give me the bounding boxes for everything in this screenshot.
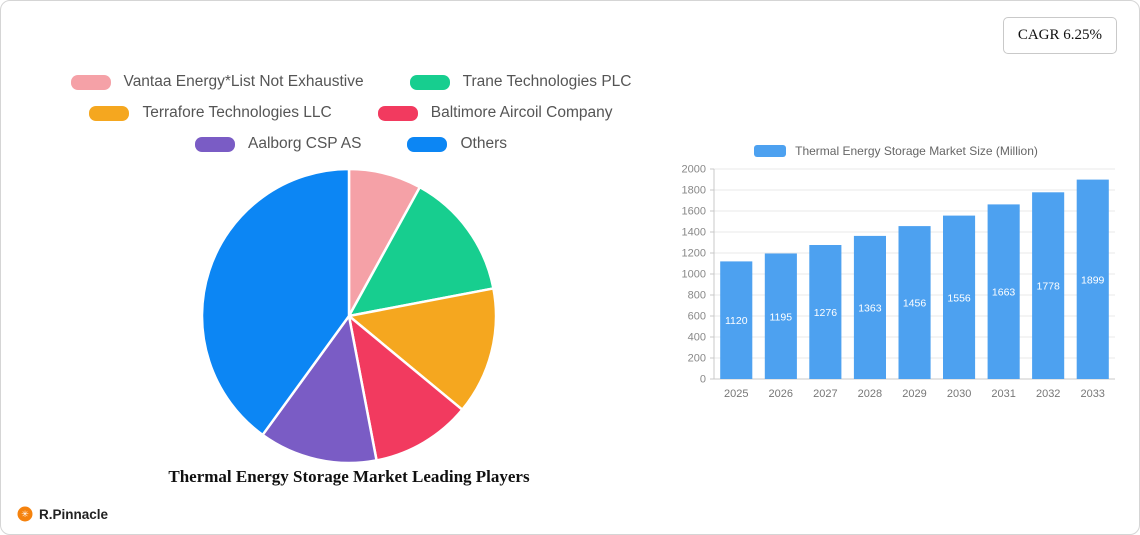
legend-item-4[interactable]: Baltimore Aircoil Company	[377, 104, 613, 122]
cagr-badge: CAGR 6.25%	[1002, 17, 1117, 54]
legend-swatch	[407, 136, 448, 152]
svg-text:1200: 1200	[682, 248, 706, 260]
bar-value-label: 1276	[814, 307, 838, 319]
svg-text:600: 600	[688, 311, 706, 323]
bar-value-label: 1195	[770, 311, 793, 323]
legend-row: Aalborg CSP AS Others	[195, 135, 507, 153]
bar-2032[interactable]	[1032, 192, 1065, 379]
svg-text:800: 800	[688, 290, 706, 302]
x-axis-label: 2029	[902, 388, 926, 400]
x-axis-label: 2031	[991, 388, 1015, 400]
x-axis-label: 2025	[724, 388, 748, 400]
legend-label: Aalborg CSP AS	[248, 135, 362, 152]
bar-2026[interactable]	[764, 253, 797, 380]
bar-2029[interactable]	[898, 226, 931, 379]
legend-label: Terrafore Technologies LLC	[142, 104, 332, 121]
legend-label: Others	[460, 135, 507, 152]
svg-text:0: 0	[700, 374, 706, 386]
legend-item-5[interactable]: Aalborg CSP AS	[195, 135, 361, 153]
svg-text:1000: 1000	[682, 269, 706, 281]
bar-value-label: 1456	[903, 298, 927, 310]
y-axis-labels: 0 200 400 600 800 1000 1200 1400 1600 1800 2000	[682, 165, 706, 386]
bar-value-label: 1663	[992, 287, 1016, 299]
bar-2033[interactable]	[1076, 179, 1109, 379]
pie-chart	[200, 167, 498, 465]
legend-row: Vantaa Energy*List Not Exhaustive Trane T…	[70, 73, 632, 91]
legend-label: Baltimore Aircoil Company	[430, 104, 613, 121]
x-axis-label: 2033	[1080, 388, 1104, 400]
bar-2030[interactable]	[943, 215, 976, 379]
x-axis-label: 2028	[858, 388, 882, 400]
pie-slice-6[interactable]	[200, 167, 351, 437]
svg-text:1400: 1400	[682, 227, 706, 239]
legend-label: Trane Technologies PLC	[462, 73, 632, 90]
bar-chart-panel: Thermal Energy Storage Market Size (Mill…	[666, 141, 1126, 411]
bar-2028[interactable]	[853, 235, 886, 379]
legend-swatch	[409, 74, 450, 90]
pie-legend: Vantaa Energy*List Not Exhaustive Trane T…	[1, 73, 701, 153]
svg-text:1800: 1800	[682, 185, 706, 197]
bar-2031[interactable]	[987, 204, 1020, 379]
svg-text:1600: 1600	[682, 206, 706, 218]
legend-swatch	[89, 105, 130, 121]
pie-slice-3[interactable]	[347, 287, 498, 411]
bar-value-label: 1363	[858, 302, 882, 314]
pie-slice-2[interactable]	[347, 185, 495, 318]
bar-chart: 0 200 400 600 800 1000 1200 1400 1600 1800 2000 112…	[682, 165, 1115, 400]
legend-swatch	[70, 74, 111, 90]
bar-chart-legend[interactable]: Thermal Energy Storage Market Size (Mill…	[666, 141, 1126, 161]
bar-value-label: 1778	[1037, 281, 1061, 293]
brand-footer: ✳ R.Pinnacle	[17, 506, 108, 522]
x-axis-label: 2027	[813, 388, 837, 400]
svg-text:2000: 2000	[682, 165, 706, 176]
legend-swatch	[195, 136, 236, 152]
bar-2027[interactable]	[809, 245, 842, 379]
legend-swatch	[377, 105, 418, 121]
x-axis-label: 2026	[769, 388, 793, 400]
x-axis-label: 2030	[947, 388, 971, 400]
brand-icon: ✳	[17, 506, 33, 522]
legend-item-1[interactable]: Vantaa Energy*List Not Exhaustive	[70, 73, 364, 91]
bar-legend-swatch	[754, 145, 787, 157]
legend-item-3[interactable]: Terrafore Technologies LLC	[89, 104, 332, 122]
legend-item-2[interactable]: Trane Technologies PLC	[409, 73, 632, 91]
legend-item-6[interactable]: Others	[407, 135, 507, 153]
bar-value-label: 1556	[947, 292, 971, 304]
svg-text:✳: ✳	[21, 509, 29, 519]
svg-text:400: 400	[688, 332, 706, 344]
pie-slice-4[interactable]	[347, 314, 464, 462]
bar-legend-label: Thermal Energy Storage Market Size (Mill…	[795, 144, 1038, 158]
pie-chart-title: Thermal Energy Storage Market Leading Pl…	[168, 467, 530, 486]
x-axis-label: 2032	[1036, 388, 1060, 400]
brand-name: R.Pinnacle	[39, 506, 109, 522]
bar-2025[interactable]	[720, 261, 753, 379]
bar-value-label: 1899	[1081, 274, 1105, 286]
legend-row: Terrafore Technologies LLC Baltimore Airc…	[89, 104, 613, 122]
bar-value-label: 1120	[725, 315, 748, 327]
svg-text:200: 200	[688, 353, 706, 365]
pie-slice-5[interactable]	[261, 314, 378, 465]
legend-label: Vantaa Energy*List Not Exhaustive	[123, 73, 364, 90]
